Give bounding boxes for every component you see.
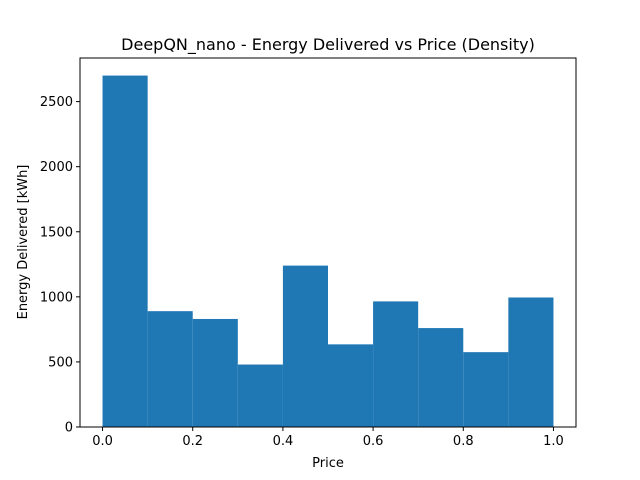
bars-group: [102, 75, 554, 428]
y-ticks-group: 0 500 1000 1500 2000 2500: [40, 95, 80, 436]
chart-title: DeepQN_nano - Energy Delivered vs Price …: [121, 35, 535, 55]
x-tick-label: 0.2: [182, 434, 203, 449]
plot-frame: [79, 57, 577, 428]
x-ticks-group: 0.0 0.2 0.4 0.6 0.8 1.0: [92, 427, 564, 449]
histogram-bar-0: [102, 75, 148, 428]
y-tick-label: 500: [48, 355, 73, 370]
histogram-bar-7: [418, 328, 464, 427]
histogram-bar-2: [192, 318, 238, 427]
x-tick-label: 0.4: [273, 434, 294, 449]
histogram-bar-8: [463, 352, 509, 427]
histogram-bar-3: [237, 364, 283, 427]
y-tick-label: 1500: [40, 225, 73, 240]
y-axis-label: Energy Delivered [kWh]: [16, 165, 31, 320]
x-tick-label: 0.8: [453, 434, 474, 449]
y-tick-label: 0: [65, 421, 73, 436]
x-tick-label: 1.0: [543, 434, 564, 449]
histogram-bar-9: [508, 297, 554, 427]
axes-group: [79, 57, 577, 428]
x-tick-label: 0.0: [92, 434, 113, 449]
x-tick-label: 0.6: [363, 434, 384, 449]
y-tick-label: 1000: [40, 290, 73, 305]
y-tick-label: 2500: [40, 95, 73, 110]
histogram-bar-1: [147, 311, 193, 427]
histogram-bar-5: [328, 344, 374, 427]
histogram-bar-6: [373, 301, 419, 427]
y-tick-label: 2000: [40, 160, 73, 175]
x-axis-label: Price: [312, 456, 344, 471]
histogram-bar-4: [282, 265, 328, 427]
